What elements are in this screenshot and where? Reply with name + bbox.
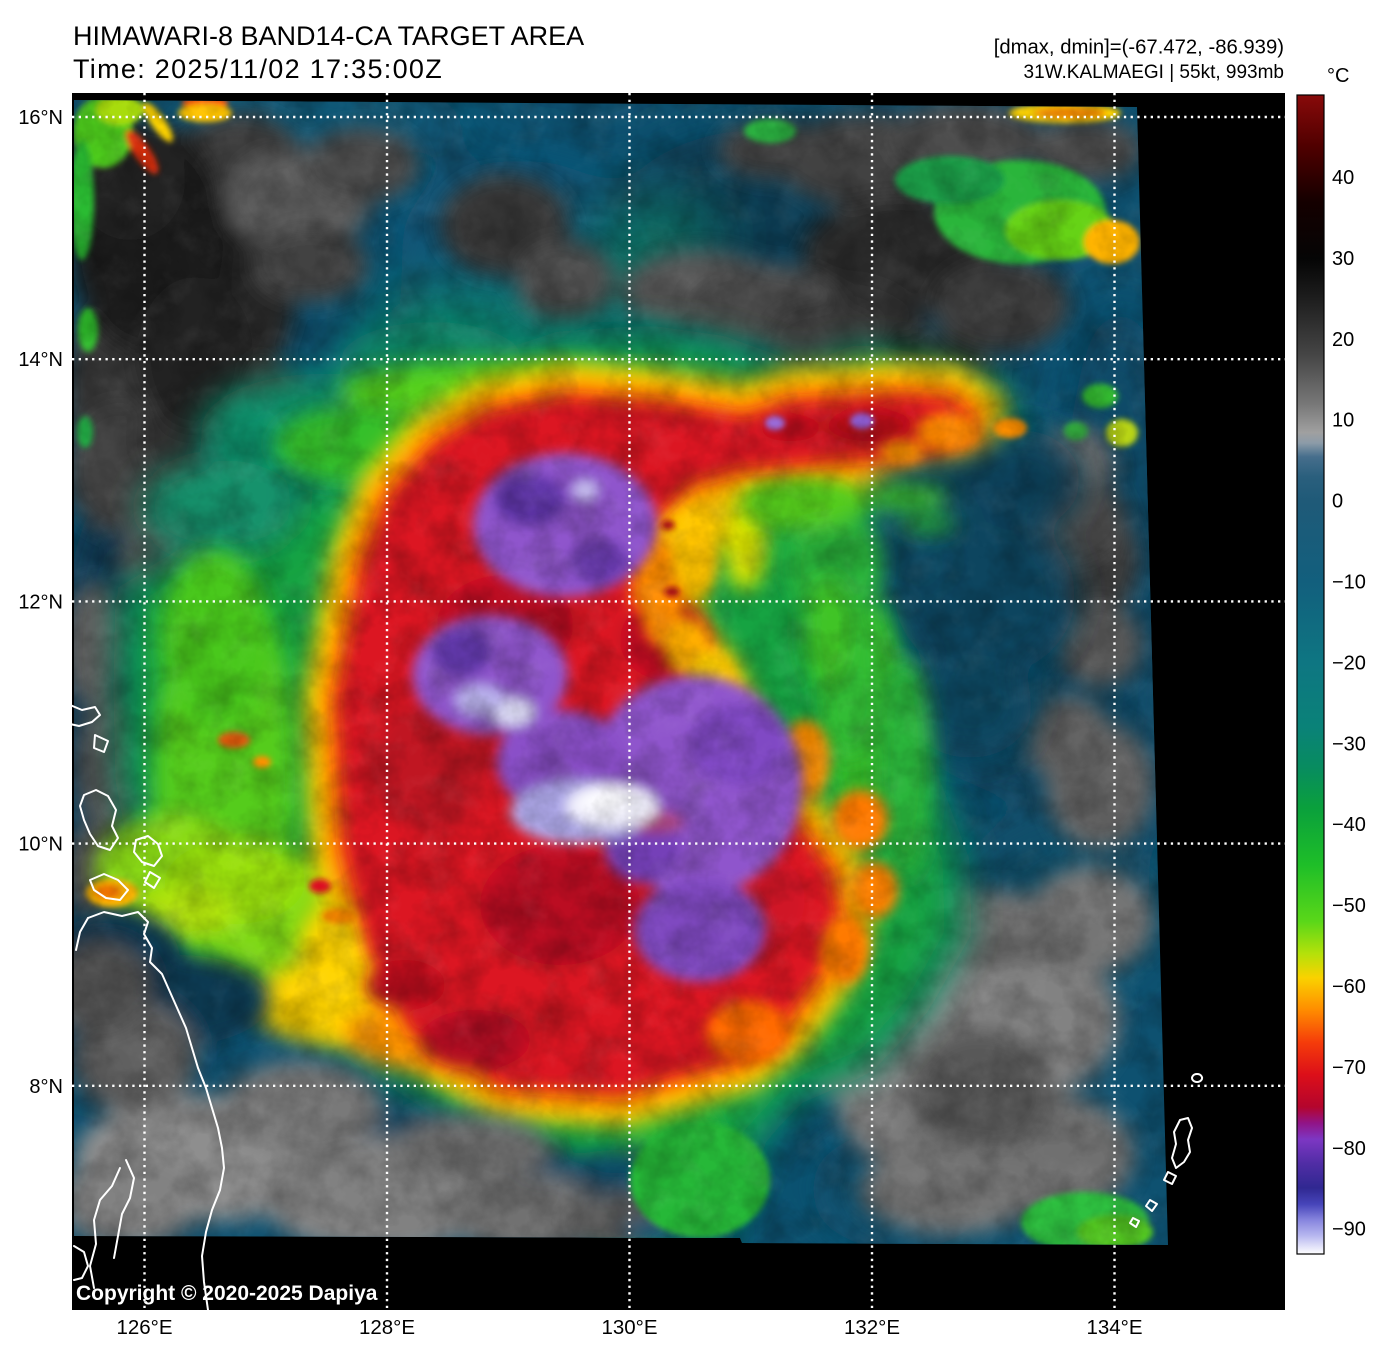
svg-text:°C: °C (1327, 65, 1349, 87)
svg-text:−10: −10 (1332, 572, 1366, 594)
svg-text:134°E: 134°E (1086, 1316, 1142, 1339)
svg-text:HIMAWARI-8 BAND14-CA TARGET AR: HIMAWARI-8 BAND14-CA TARGET AREA (73, 21, 584, 51)
svg-text:−80: −80 (1332, 1138, 1366, 1160)
svg-text:−50: −50 (1332, 895, 1366, 917)
svg-text:12°N: 12°N (18, 591, 63, 613)
svg-text:31W.KALMAEGI | 55kt, 993mb: 31W.KALMAEGI | 55kt, 993mb (1024, 62, 1285, 83)
svg-text:10: 10 (1332, 410, 1354, 432)
svg-text:[dmax, dmin]=(-67.472, -86.939: [dmax, dmin]=(-67.472, -86.939) (994, 37, 1284, 59)
svg-text:−40: −40 (1332, 814, 1366, 836)
svg-text:0: 0 (1332, 491, 1343, 513)
svg-text:16°N: 16°N (18, 107, 63, 129)
svg-text:130°E: 130°E (601, 1316, 657, 1339)
svg-text:40: 40 (1332, 167, 1354, 189)
svg-text:−70: −70 (1332, 1057, 1366, 1079)
svg-text:10°N: 10°N (18, 834, 63, 856)
svg-text:14°N: 14°N (18, 349, 63, 371)
svg-text:126°E: 126°E (116, 1316, 172, 1339)
svg-text:8°N: 8°N (29, 1076, 63, 1098)
svg-text:Copyright © 2020-2025 Dapiya: Copyright © 2020-2025 Dapiya (76, 1282, 378, 1305)
svg-text:−30: −30 (1332, 733, 1366, 755)
svg-text:128°E: 128°E (359, 1316, 415, 1339)
svg-text:−90: −90 (1332, 1219, 1366, 1241)
svg-text:30: 30 (1332, 248, 1354, 270)
svg-text:−20: −20 (1332, 652, 1366, 674)
svg-text:20: 20 (1332, 329, 1354, 351)
svg-text:Time: 2025/11/02 17:35:00Z: Time: 2025/11/02 17:35:00Z (73, 54, 443, 84)
svg-text:132°E: 132°E (844, 1316, 900, 1339)
svg-text:−60: −60 (1332, 976, 1366, 998)
